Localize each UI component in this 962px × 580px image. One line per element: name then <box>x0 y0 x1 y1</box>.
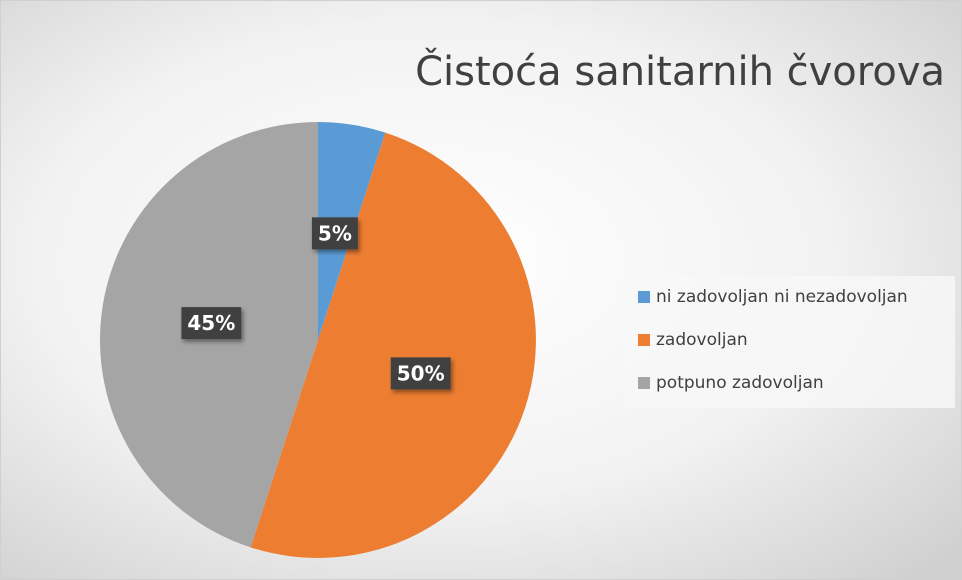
data-label-box <box>311 217 358 250</box>
legend-label: zadovoljan <box>656 330 748 350</box>
data-labels: 5% 50% 45% <box>181 217 451 390</box>
legend-label: potpuno zadovoljan <box>656 373 824 393</box>
legend-box <box>625 276 955 408</box>
data-label: 45% <box>187 311 235 335</box>
pie-slice <box>250 132 536 558</box>
legend-swatch <box>638 291 650 303</box>
data-label: 5% <box>318 221 352 245</box>
legend-swatch <box>638 334 650 346</box>
data-label-box <box>390 357 451 390</box>
data-label-box <box>181 307 242 340</box>
legend-swatch <box>638 377 650 389</box>
data-label: 50% <box>397 361 445 385</box>
pie <box>100 122 536 558</box>
legend-label: ni zadovoljan ni nezadovoljan <box>656 287 908 307</box>
chart-title: Čistoća sanitarnih čvorova <box>415 47 945 95</box>
legend: ni zadovoljan ni nezadovoljan zadovoljan p… <box>625 276 955 408</box>
